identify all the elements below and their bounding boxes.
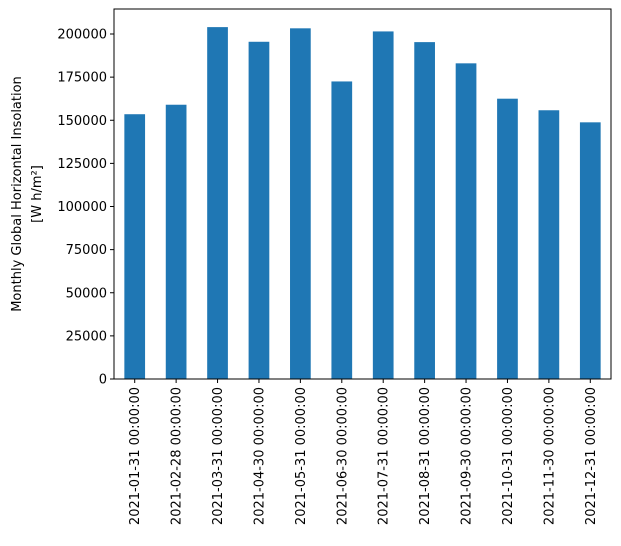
x-axis-ticks: 2021-01-31 00:00:00 2021-02-28 00:00:00 20… xyxy=(128,379,599,525)
y-tick-label: 200000 xyxy=(57,28,107,43)
bar-11 xyxy=(538,110,560,379)
y-tick-label: 50000 xyxy=(66,286,107,301)
x-tick-label: 2021-11-30 00:00:00 xyxy=(542,387,557,525)
x-tick-label: 2021-08-31 00:00:00 xyxy=(418,387,433,525)
x-tick-label: 2021-12-31 00:00:00 xyxy=(584,387,599,525)
bars-group xyxy=(124,27,601,380)
bar-7 xyxy=(372,31,394,379)
y-tick-label: 25000 xyxy=(66,329,107,344)
x-tick-label: 2021-05-31 00:00:00 xyxy=(294,387,309,525)
x-tick-label: 2021-01-31 00:00:00 xyxy=(128,387,143,525)
bar-4 xyxy=(248,41,270,379)
y-tick-label: 125000 xyxy=(57,157,107,172)
y-axis-label-line1: Monthly Global Horizontal Insolation xyxy=(10,76,25,312)
bar-8 xyxy=(414,42,435,379)
x-tick-label: 2021-07-31 00:00:00 xyxy=(377,387,392,525)
x-tick-label: 2021-06-30 00:00:00 xyxy=(335,387,350,525)
y-tick-label: 0 xyxy=(99,373,107,388)
y-tick-label: 175000 xyxy=(57,71,107,86)
bar-3 xyxy=(207,27,228,380)
x-tick-label: 2021-04-30 00:00:00 xyxy=(252,387,267,525)
y-tick-label: 100000 xyxy=(57,200,107,215)
bar-6 xyxy=(331,81,353,379)
bar-5 xyxy=(290,28,311,380)
y-tick-label: 75000 xyxy=(66,243,107,258)
x-tick-label: 2021-02-28 00:00:00 xyxy=(170,387,185,525)
y-axis-ticks: 0 25000 50000 75000 100000 125000 150000 175000… xyxy=(57,28,114,388)
y-tick-label: 150000 xyxy=(57,114,107,129)
x-tick-label: 2021-09-30 00:00:00 xyxy=(460,387,475,525)
plot-frame xyxy=(113,8,612,380)
y-axis-label-line2: [W h/m²] xyxy=(30,165,45,223)
x-tick-label: 2021-10-31 00:00:00 xyxy=(501,387,516,525)
bar-12 xyxy=(579,122,601,379)
bar-1 xyxy=(124,114,146,380)
bar-2 xyxy=(165,104,187,380)
x-tick-label: 2021-03-31 00:00:00 xyxy=(211,387,226,525)
bar-9 xyxy=(455,63,477,379)
bar-10 xyxy=(497,98,518,380)
